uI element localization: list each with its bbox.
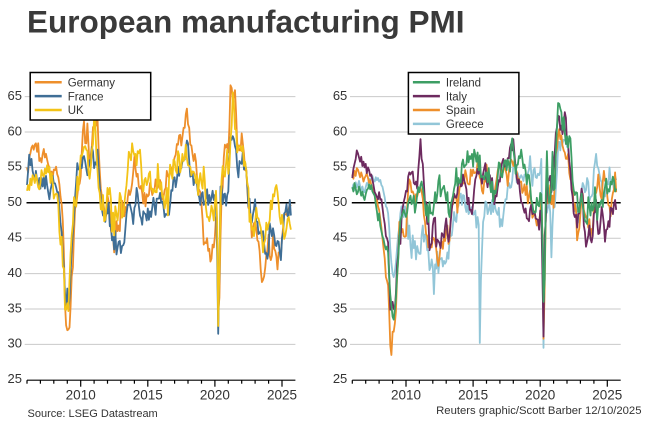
svg-text:65: 65 [333, 88, 347, 103]
svg-text:2010: 2010 [66, 388, 96, 403]
svg-text:65: 65 [8, 88, 22, 103]
svg-text:50: 50 [8, 194, 22, 209]
svg-text:European manufacturing PMI: European manufacturing PMI [27, 4, 465, 40]
svg-text:2015: 2015 [133, 388, 163, 403]
svg-text:30: 30 [333, 336, 347, 351]
svg-text:45: 45 [8, 230, 22, 245]
svg-text:2025: 2025 [267, 388, 297, 403]
svg-text:Reuters graphic/Scott Barber 1: Reuters graphic/Scott Barber 12/10/2025 [436, 405, 641, 417]
svg-text:35: 35 [8, 300, 22, 315]
svg-text:60: 60 [333, 123, 347, 138]
svg-text:Spain: Spain [446, 105, 475, 117]
svg-text:Ireland: Ireland [446, 77, 481, 89]
svg-text:45: 45 [333, 230, 347, 245]
svg-text:35: 35 [333, 300, 347, 315]
svg-text:55: 55 [333, 159, 347, 174]
svg-text:2015: 2015 [458, 388, 488, 403]
svg-text:50: 50 [333, 194, 347, 209]
svg-text:2010: 2010 [391, 388, 421, 403]
svg-text:55: 55 [8, 159, 22, 174]
svg-text:30: 30 [8, 336, 22, 351]
svg-text:25: 25 [8, 371, 22, 386]
svg-text:Source: LSEG Datastream: Source: LSEG Datastream [28, 408, 158, 420]
svg-text:60: 60 [8, 123, 22, 138]
svg-text:25: 25 [333, 371, 347, 386]
svg-text:40: 40 [8, 265, 22, 280]
svg-text:Italy: Italy [446, 91, 467, 103]
svg-text:Greece: Greece [446, 119, 484, 131]
svg-text:UK: UK [68, 105, 84, 117]
svg-text:2025: 2025 [592, 388, 622, 403]
svg-text:2020: 2020 [525, 388, 555, 403]
svg-text:2020: 2020 [200, 388, 230, 403]
svg-text:France: France [68, 91, 104, 103]
svg-text:40: 40 [333, 265, 347, 280]
svg-text:Germany: Germany [68, 77, 116, 89]
